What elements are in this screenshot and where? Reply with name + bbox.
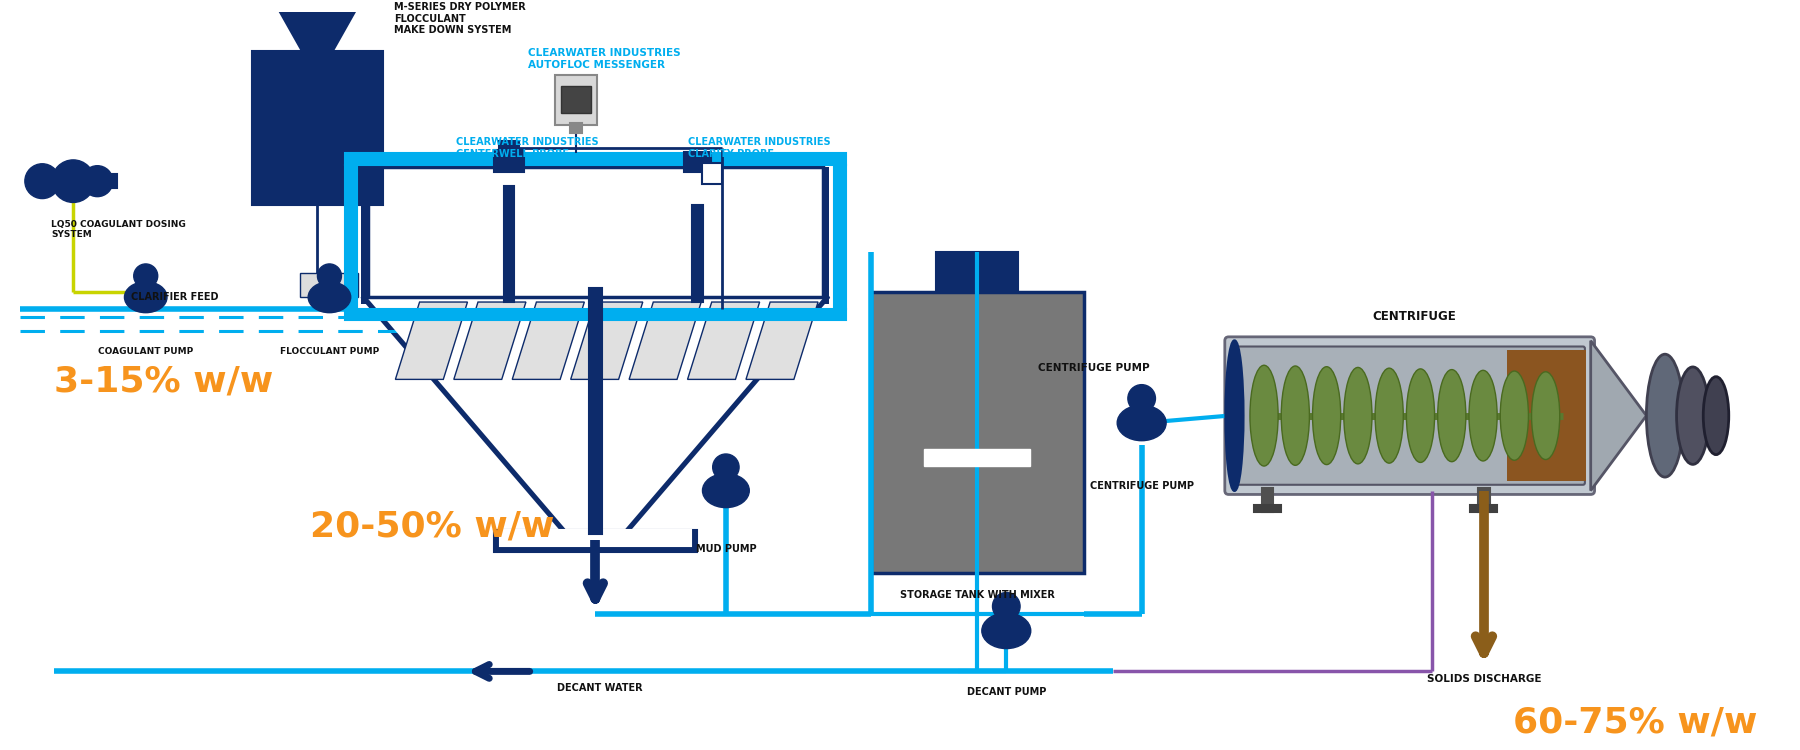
Bar bbox=[346, 165, 356, 309]
Bar bbox=[301, 273, 358, 297]
Text: 20-50% w/w: 20-50% w/w bbox=[310, 510, 554, 544]
Bar bbox=[500, 530, 691, 546]
Bar bbox=[833, 165, 846, 309]
Polygon shape bbox=[1591, 340, 1647, 490]
Bar bbox=[252, 51, 383, 206]
Text: SOLIDS DISCHARGE: SOLIDS DISCHARGE bbox=[1427, 674, 1541, 684]
Ellipse shape bbox=[1438, 370, 1465, 462]
Text: COAGULANT PUMP: COAGULANT PUMP bbox=[99, 347, 193, 356]
Bar bbox=[923, 448, 1030, 466]
Bar bbox=[1478, 488, 1490, 512]
Circle shape bbox=[713, 454, 740, 480]
Ellipse shape bbox=[1345, 368, 1372, 464]
Bar bbox=[499, 140, 518, 155]
Ellipse shape bbox=[1375, 368, 1404, 464]
Ellipse shape bbox=[981, 613, 1031, 649]
Polygon shape bbox=[369, 297, 823, 534]
Bar bbox=[554, 75, 598, 125]
Bar bbox=[693, 206, 704, 302]
Ellipse shape bbox=[1282, 366, 1309, 465]
Ellipse shape bbox=[1118, 405, 1166, 441]
Polygon shape bbox=[1507, 350, 1586, 481]
Bar bbox=[936, 252, 1019, 292]
Polygon shape bbox=[274, 0, 362, 51]
Bar bbox=[31, 175, 117, 188]
Bar bbox=[589, 287, 603, 534]
Text: FLOCCULANT PUMP: FLOCCULANT PUMP bbox=[279, 347, 380, 356]
Text: LQ50 COAGULANT DOSING
SYSTEM: LQ50 COAGULANT DOSING SYSTEM bbox=[50, 220, 185, 239]
Text: DECANT PUMP: DECANT PUMP bbox=[967, 687, 1046, 697]
Polygon shape bbox=[745, 302, 817, 380]
Ellipse shape bbox=[1469, 370, 1498, 461]
Ellipse shape bbox=[1703, 376, 1728, 454]
Bar bbox=[369, 166, 823, 297]
FancyBboxPatch shape bbox=[1235, 346, 1584, 484]
Polygon shape bbox=[396, 302, 468, 380]
Polygon shape bbox=[513, 302, 585, 380]
Ellipse shape bbox=[702, 473, 749, 508]
Bar bbox=[702, 163, 722, 184]
Polygon shape bbox=[571, 302, 643, 380]
Circle shape bbox=[992, 592, 1021, 620]
Text: 3-15% w/w: 3-15% w/w bbox=[54, 365, 274, 399]
Text: M-SERIES DRY POLYMER
FLOCCULANT
MAKE DOWN SYSTEM: M-SERIES DRY POLYMER FLOCCULANT MAKE DOW… bbox=[394, 2, 526, 35]
Circle shape bbox=[83, 166, 113, 196]
Bar bbox=[1471, 505, 1498, 512]
Bar bbox=[684, 152, 711, 172]
Text: DECANT WATER: DECANT WATER bbox=[558, 683, 643, 693]
Bar bbox=[493, 150, 524, 172]
Circle shape bbox=[25, 164, 59, 199]
Bar bbox=[362, 166, 830, 304]
Bar bbox=[571, 123, 581, 133]
Polygon shape bbox=[362, 297, 830, 534]
Polygon shape bbox=[688, 302, 760, 380]
Ellipse shape bbox=[1499, 371, 1528, 460]
Ellipse shape bbox=[1312, 367, 1341, 464]
Ellipse shape bbox=[308, 282, 351, 313]
Bar bbox=[493, 530, 697, 551]
Ellipse shape bbox=[1226, 340, 1244, 490]
Circle shape bbox=[52, 160, 94, 202]
Circle shape bbox=[317, 264, 342, 288]
Ellipse shape bbox=[1406, 369, 1435, 463]
Text: CLEARWATER INDUSTRIES
CENTERWELL PROBE: CLEARWATER INDUSTRIES CENTERWELL PROBE bbox=[455, 137, 598, 159]
FancyBboxPatch shape bbox=[1224, 337, 1595, 494]
Text: CLEARWATER INDUSTRIES
CLARITY PROBE: CLEARWATER INDUSTRIES CLARITY PROBE bbox=[688, 137, 830, 159]
Text: 60-75% w/w: 60-75% w/w bbox=[1514, 705, 1757, 740]
Circle shape bbox=[133, 264, 158, 288]
Ellipse shape bbox=[1676, 367, 1708, 464]
Text: MUD PUMP: MUD PUMP bbox=[695, 544, 756, 554]
Text: CENTRIFUGE PUMP: CENTRIFUGE PUMP bbox=[1089, 481, 1193, 491]
Ellipse shape bbox=[1647, 354, 1683, 477]
Bar bbox=[346, 309, 846, 320]
Bar bbox=[504, 186, 515, 302]
Bar bbox=[871, 292, 1084, 573]
Polygon shape bbox=[630, 302, 702, 380]
Bar bbox=[346, 153, 846, 165]
Text: CLARIFIER FEED: CLARIFIER FEED bbox=[131, 292, 218, 302]
Ellipse shape bbox=[124, 282, 167, 313]
Bar bbox=[1255, 505, 1282, 512]
Text: CENTRIFUGE PUMP: CENTRIFUGE PUMP bbox=[1037, 362, 1148, 373]
Text: STORAGE TANK WITH MIXER: STORAGE TANK WITH MIXER bbox=[900, 590, 1055, 600]
Ellipse shape bbox=[1249, 365, 1278, 466]
Circle shape bbox=[1129, 385, 1156, 412]
Bar bbox=[560, 86, 592, 113]
Text: CLEARWATER INDUSTRIES
AUTOFLOC MESSENGER: CLEARWATER INDUSTRIES AUTOFLOC MESSENGER bbox=[527, 49, 680, 70]
Bar bbox=[369, 166, 823, 297]
Bar bbox=[1262, 488, 1273, 512]
Polygon shape bbox=[454, 302, 526, 380]
Ellipse shape bbox=[1532, 372, 1561, 460]
Text: CENTRIFUGE: CENTRIFUGE bbox=[1372, 310, 1456, 323]
